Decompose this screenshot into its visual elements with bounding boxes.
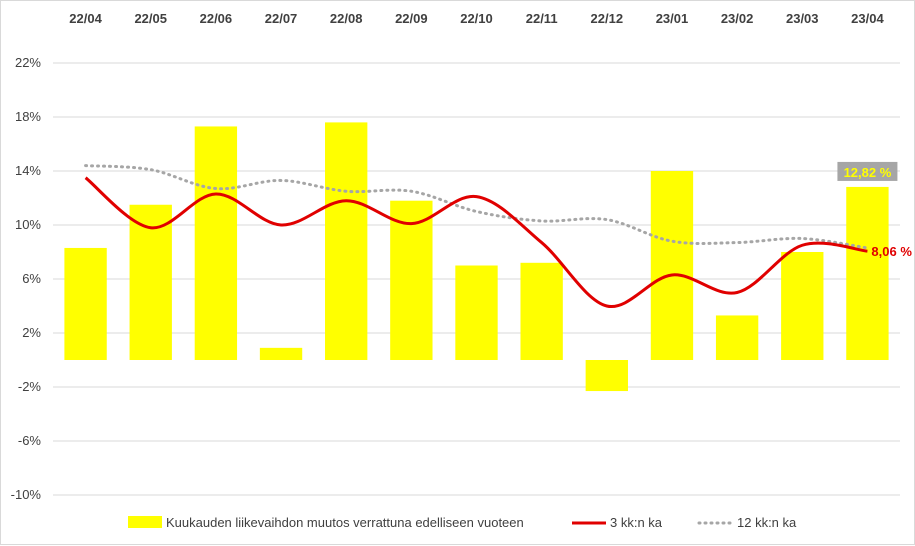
data-label-line-value: 8,06 % — [871, 244, 912, 259]
series-line-12-month-average — [84, 164, 869, 250]
x-tick-label: 23/03 — [786, 11, 819, 26]
y-tick-label: -6% — [18, 433, 42, 448]
y-tick-label: 6% — [22, 271, 41, 286]
data-labels: 12,82 % 8,06 % — [837, 161, 912, 259]
x-tick-label: 22/10 — [460, 11, 493, 26]
y-tick-label: 22% — [15, 55, 41, 70]
x-tick-label: 22/07 — [265, 11, 298, 26]
x-tick-label: 22/09 — [395, 11, 428, 26]
legend-swatch-bar — [128, 516, 162, 528]
x-tick-label: 23/04 — [851, 11, 884, 26]
bar — [781, 252, 824, 360]
series-line-3-month-average — [84, 176, 868, 308]
x-tick-label: 22/12 — [591, 11, 624, 26]
x-tick-label: 22/04 — [69, 11, 102, 26]
x-tick-label: 23/02 — [721, 11, 754, 26]
bar — [64, 247, 107, 360]
x-tick-label: 22/05 — [134, 11, 167, 26]
bar — [390, 200, 433, 360]
line-series — [84, 164, 869, 308]
bar — [325, 122, 368, 361]
x-axis-ticks: 22/04 22/05 22/06 22/07 22/08 22/09 22/10 22/11… — [69, 11, 884, 26]
legend-label-3-month: 3 kk:n ka — [610, 515, 663, 530]
x-tick-label: 22/11 — [526, 11, 558, 26]
legend-label-bar: Kuukauden liikevaihdon muutos verrattuna… — [166, 515, 524, 530]
y-tick-label: -10% — [11, 487, 42, 502]
x-tick-label: 22/06 — [200, 11, 233, 26]
bar — [194, 126, 238, 360]
bar — [715, 315, 759, 360]
y-tick-label: 18% — [15, 109, 41, 124]
bar — [455, 265, 498, 360]
legend: Kuukauden liikevaihdon muutos verrattuna… — [128, 515, 797, 530]
legend-label-12-month: 12 kk:n ka — [737, 515, 797, 530]
bar — [259, 347, 303, 360]
y-tick-label: 10% — [15, 217, 41, 232]
data-label-box — [837, 161, 898, 181]
bar — [585, 360, 628, 392]
data-label-bar-value: 12,82 % — [844, 165, 892, 180]
y-axis-ticks: -10% -6% -2% 2% 6% 10% 14% 18% 22% — [11, 55, 42, 502]
x-tick-label: 22/08 — [330, 11, 363, 26]
bar — [650, 171, 694, 360]
bar — [846, 186, 889, 360]
y-tick-label: 2% — [22, 325, 41, 340]
x-tick-label: 23/01 — [656, 11, 689, 26]
y-tick-label: -2% — [18, 379, 42, 394]
bar-series — [64, 122, 889, 392]
bar — [520, 262, 563, 360]
bar — [129, 204, 172, 360]
y-tick-label: 14% — [15, 163, 41, 178]
